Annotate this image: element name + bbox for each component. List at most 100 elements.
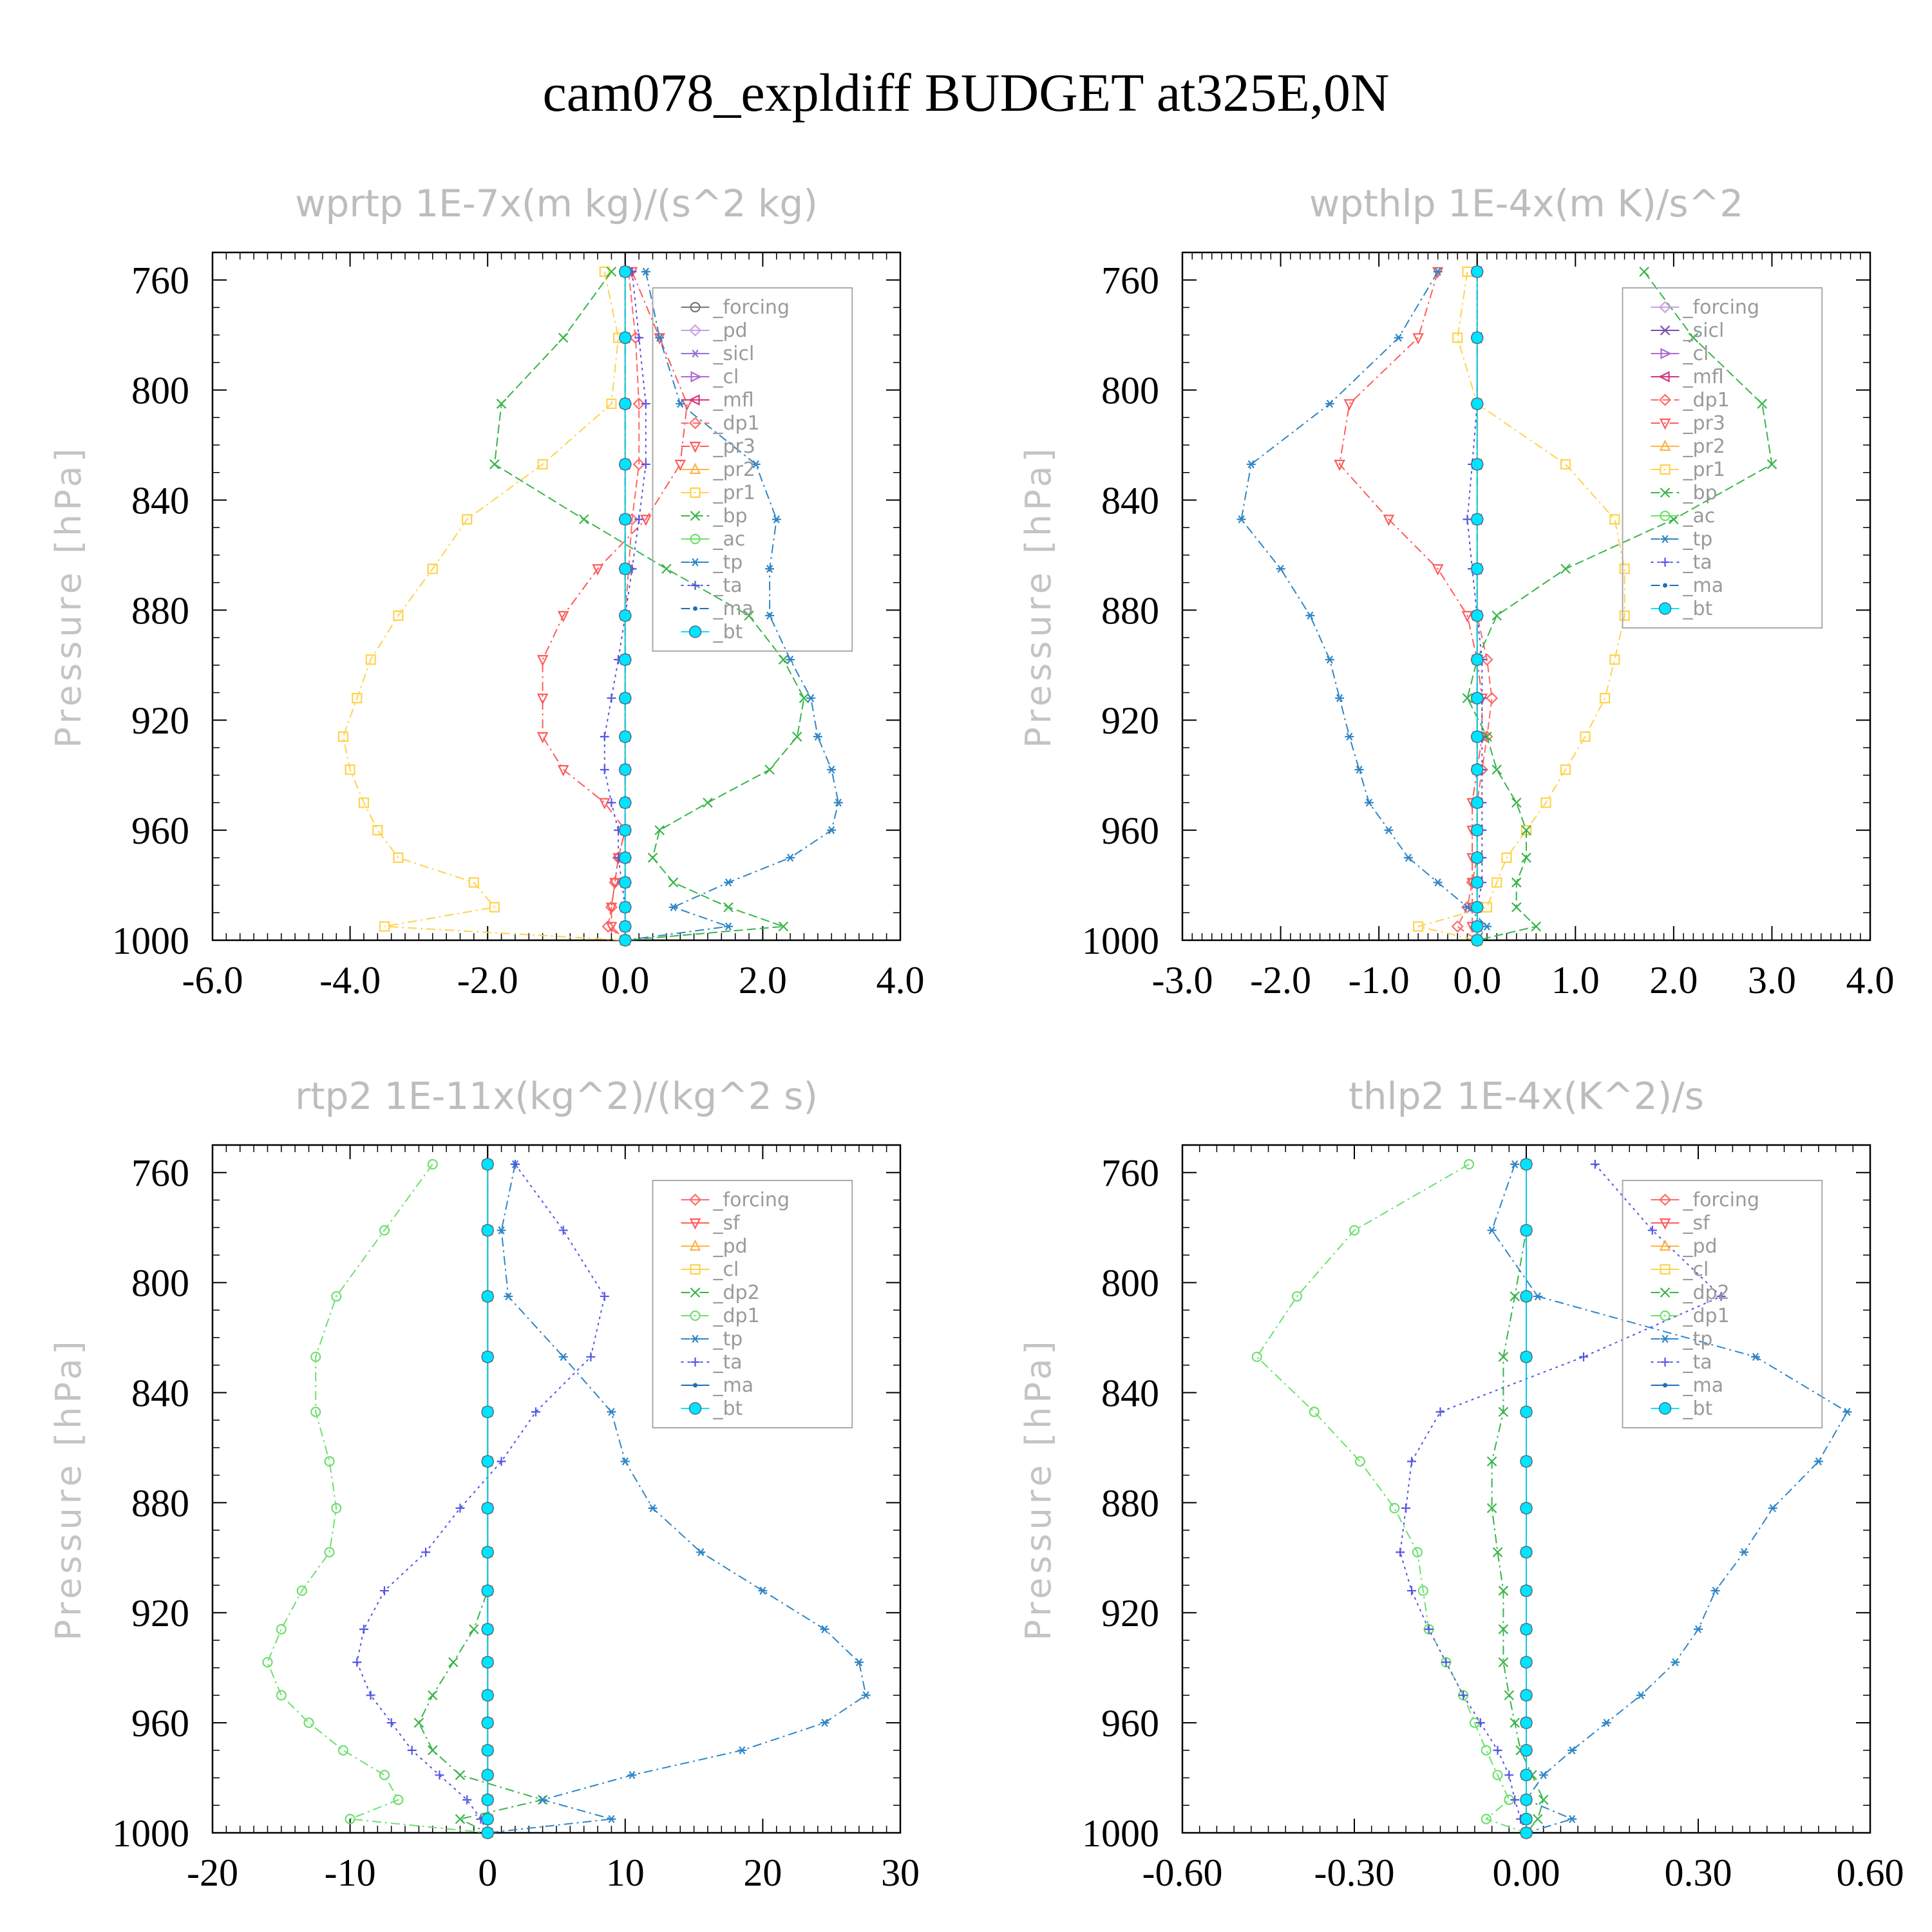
data-point	[861, 1691, 871, 1700]
data-point	[605, 922, 618, 934]
legend-label: _tp	[713, 1328, 743, 1350]
data-point	[1470, 730, 1484, 743]
data-point	[668, 877, 679, 888]
data-point	[386, 1718, 396, 1728]
legend-label: _mfl	[1683, 366, 1724, 388]
legend-label: _mfl	[713, 389, 754, 412]
data-point	[1394, 334, 1403, 342]
data-point	[641, 399, 650, 408]
data-point	[619, 851, 632, 864]
data-point	[1660, 558, 1670, 567]
data-point	[413, 1718, 424, 1728]
data-point	[366, 1690, 375, 1700]
x-tick-label: 4.0	[876, 959, 925, 1001]
legend-label: _cl	[713, 366, 739, 388]
data-point	[1757, 399, 1767, 409]
data-point	[1349, 1225, 1360, 1236]
data-point	[536, 732, 549, 744]
data-point	[786, 853, 795, 862]
data-point	[1751, 1352, 1760, 1361]
data-point	[262, 1657, 273, 1668]
series-tp	[483, 1160, 871, 1837]
legend-label: _ac	[1683, 505, 1716, 527]
data-point	[619, 513, 632, 526]
y-tick-label: 920	[131, 699, 189, 742]
data-point	[693, 1383, 698, 1388]
legend-label: _cl	[1683, 1258, 1709, 1281]
data-point	[813, 732, 822, 741]
data-point	[1470, 920, 1484, 933]
data-point	[690, 371, 702, 383]
y-tick-label: 800	[131, 1262, 189, 1305]
data-point	[1658, 1402, 1672, 1415]
legend-label: _bp	[713, 505, 748, 527]
legend-label: _bt	[1683, 598, 1713, 620]
data-point	[1401, 1503, 1411, 1513]
data-point	[331, 1291, 342, 1302]
panel-title: wpthlp 1E-4x(m K)/s^2	[1309, 182, 1743, 225]
data-point	[648, 1504, 658, 1513]
data-point	[468, 877, 479, 888]
data-point	[1647, 1226, 1657, 1235]
data-point	[690, 1358, 700, 1367]
data-point	[1492, 1770, 1503, 1781]
data-point	[1590, 1159, 1600, 1169]
data-point	[421, 1548, 431, 1557]
data-point	[1814, 1457, 1823, 1466]
legend-label: _ma	[1683, 1374, 1724, 1397]
data-point	[557, 611, 569, 623]
data-point	[607, 694, 616, 703]
y-tick-label: 1000	[1082, 920, 1159, 962]
legend-label: _ta	[713, 574, 743, 597]
data-point	[380, 1586, 389, 1596]
data-point	[1413, 921, 1424, 932]
data-point	[1481, 730, 1493, 743]
data-point	[634, 515, 644, 524]
data-point	[765, 611, 775, 620]
data-point	[688, 394, 700, 406]
data-point	[833, 799, 843, 807]
legend-label: _dp1	[713, 412, 760, 435]
data-point	[1520, 1455, 1533, 1468]
panel-title: wprtp 1E-7x(m kg)/(s^2 kg)	[295, 182, 818, 225]
data-point	[1510, 1795, 1520, 1804]
legend-label: _pd	[1683, 1235, 1718, 1258]
data-point	[352, 1658, 362, 1667]
data-point	[619, 458, 632, 471]
data-point	[359, 1624, 368, 1634]
figure-title: cam078_expldiff BUDGET at325E,0N	[542, 63, 1389, 123]
data-point	[481, 1812, 494, 1826]
data-point	[632, 397, 645, 410]
data-point	[676, 399, 685, 408]
data-point	[504, 1292, 513, 1301]
data-point	[854, 1658, 864, 1667]
chart-panel: thlp2 1E-4x(K^2)/s Pressure [hPa] -0.60 -0.…	[1018, 1074, 1904, 1894]
series-line	[607, 271, 640, 941]
data-point	[1671, 1658, 1680, 1667]
data-point	[296, 1585, 307, 1596]
data-point	[640, 515, 652, 526]
series-line	[1466, 271, 1773, 941]
data-point	[1660, 348, 1672, 359]
data-point	[1470, 900, 1484, 914]
data-point	[379, 921, 390, 932]
legend-label: _dp2	[1683, 1282, 1730, 1304]
data-point	[1470, 513, 1484, 526]
data-point	[1345, 732, 1354, 741]
data-point	[609, 878, 621, 889]
y-axis-label: Pressure [hPa]	[48, 444, 89, 748]
legend-label: _forcing	[1683, 296, 1759, 319]
y-tick-label: 760	[131, 260, 189, 302]
data-point	[1520, 1793, 1533, 1806]
data-point	[1533, 1292, 1542, 1301]
data-point	[1276, 565, 1285, 573]
data-point	[619, 692, 632, 705]
data-point	[606, 267, 617, 277]
data-point	[690, 1310, 701, 1321]
data-point	[1251, 1351, 1262, 1363]
data-point	[619, 562, 632, 576]
data-point	[1609, 514, 1620, 525]
y-tick-label: 960	[1101, 810, 1159, 852]
data-point	[1520, 1224, 1533, 1237]
data-point	[619, 876, 632, 889]
